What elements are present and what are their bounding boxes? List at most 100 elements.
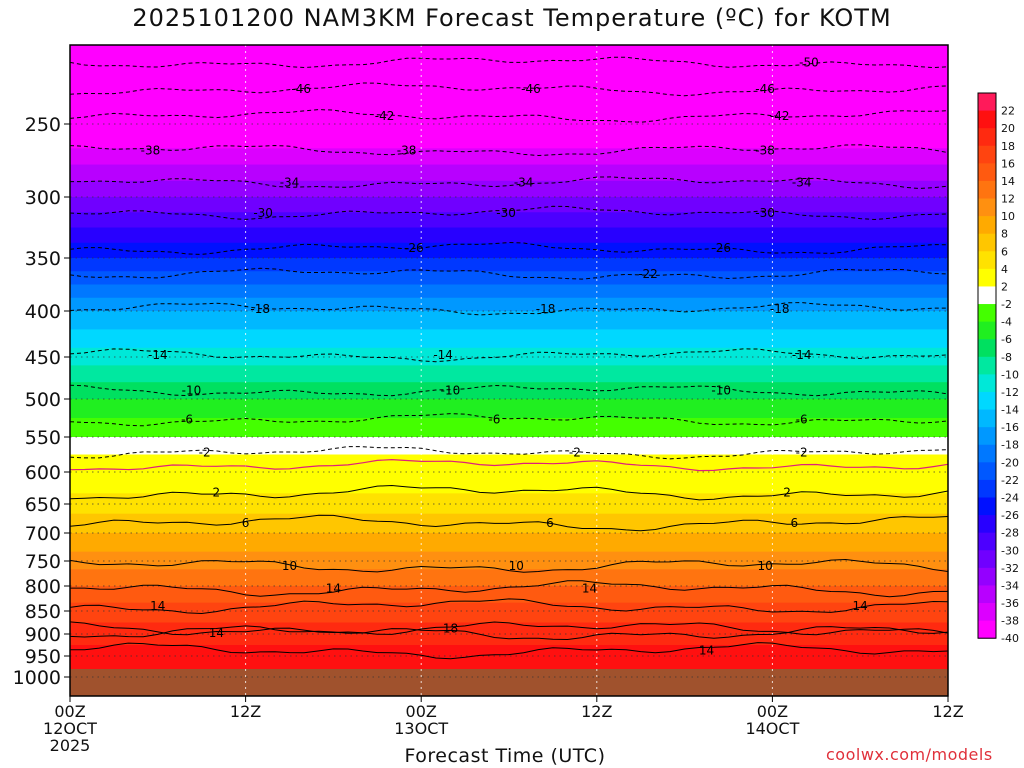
colorbar-swatch <box>978 233 996 252</box>
contour-label: -26 <box>711 241 731 255</box>
contour-label: -6 <box>181 413 193 427</box>
y-tick-label: 700 <box>25 523 61 545</box>
x-tick-label: 00Z <box>757 702 788 721</box>
y-tick-label: 400 <box>25 301 61 323</box>
colorbar-swatch <box>978 427 996 446</box>
colorbar-swatch <box>978 128 996 147</box>
y-tick-label: 350 <box>25 248 61 270</box>
colorbar-swatch <box>978 180 996 200</box>
contour-label: -2 <box>199 445 211 459</box>
colorbar-swatch <box>978 339 996 358</box>
contour-label: -2 <box>796 445 808 459</box>
contour-label: -38 <box>755 143 775 157</box>
x-tick-label: 12Z <box>581 702 612 721</box>
contour-label: -18 <box>536 302 556 316</box>
colorbar-swatch <box>978 567 996 586</box>
contour-label: -30 <box>253 206 273 220</box>
colorbar-swatch <box>978 110 996 129</box>
dashed-contour <box>70 384 948 397</box>
colorbar-swatch <box>978 585 996 604</box>
contour-label: -34 <box>792 175 812 189</box>
contour-label: 10 <box>757 559 772 573</box>
x-tick-label: 12Z <box>230 702 261 721</box>
contour-label: 14 <box>150 599 165 613</box>
colorbar-label: -34 <box>1001 579 1019 592</box>
x-tick-label: 13OCT <box>394 719 448 738</box>
x-tick-label: 00Z <box>54 702 85 721</box>
colorbar-label: 8 <box>1001 228 1008 241</box>
colorbar-label: 20 <box>1001 122 1015 135</box>
colorbar-swatch <box>978 409 996 428</box>
solid-contour <box>70 642 948 660</box>
contour-label: 14 <box>853 599 868 613</box>
contour-label: -34 <box>280 175 300 189</box>
colorbar-swatch <box>978 216 996 235</box>
colorbar-swatch <box>978 251 996 270</box>
colorbar-label: -14 <box>1001 404 1019 417</box>
x-tick-label: 00Z <box>406 702 437 721</box>
y-tick-label: 650 <box>25 494 61 516</box>
colorbar-swatch <box>978 374 996 393</box>
contour-label: 6 <box>791 516 799 530</box>
contour-label: 6 <box>242 516 250 530</box>
contour-label: 18 <box>443 621 458 635</box>
contour-label: -10 <box>711 384 731 398</box>
contour-label: -22 <box>638 267 658 281</box>
colorbar-label: -28 <box>1001 527 1019 540</box>
contour-label: -6 <box>488 413 500 427</box>
x-tick-label: 2025 <box>50 736 91 755</box>
x-axis-label: Forecast Time (UTC) <box>404 745 606 767</box>
colorbar-label: -10 <box>1001 368 1019 381</box>
contour-label: 10 <box>282 559 297 573</box>
contour-label: 14 <box>582 582 597 596</box>
contour-label: -18 <box>770 302 790 316</box>
contour-label: -42 <box>375 109 395 123</box>
colorbar-swatch <box>978 497 996 516</box>
colorbar-label: -18 <box>1001 439 1019 452</box>
y-tick-label: 300 <box>25 187 61 209</box>
contour-label: -26 <box>404 241 424 255</box>
colorbar-swatch <box>978 479 996 499</box>
colorbar-swatch <box>978 198 996 217</box>
colorbar-label: 12 <box>1001 193 1015 206</box>
colorbar-label: -2 <box>1001 298 1012 311</box>
credit-link[interactable]: coolwx.com/models <box>826 745 993 764</box>
contour-label: 2 <box>783 485 791 499</box>
colorbar-swatch <box>978 603 996 622</box>
colorbar-label: -38 <box>1001 615 1019 628</box>
y-tick-label: 500 <box>25 389 61 411</box>
colorbar-label: 22 <box>1001 105 1015 118</box>
plot-frame <box>69 44 949 697</box>
contour-label: -38 <box>141 143 161 157</box>
colorbar-label: -16 <box>1001 421 1019 434</box>
contour-label: 14 <box>699 644 714 658</box>
colorbar-swatch <box>978 462 996 481</box>
colorbar-label: 6 <box>1001 245 1008 258</box>
contour-label: -2 <box>569 445 581 459</box>
contour-label: 14 <box>209 626 224 640</box>
x-tick-label: 12Z <box>932 702 963 721</box>
y-tick-label: 550 <box>25 427 61 449</box>
contour-label: -30 <box>496 206 516 220</box>
colorbar-label: -36 <box>1001 597 1019 610</box>
ground-below-surface <box>70 669 948 696</box>
freezing-line <box>70 458 948 472</box>
solid-contour <box>70 514 948 532</box>
y-tick-label: 850 <box>25 601 61 623</box>
solid-contour <box>70 580 948 598</box>
y-tick-label: 1000 <box>13 667 61 689</box>
y-tick-label: 600 <box>25 462 61 484</box>
y-tick-label: 250 <box>25 114 61 136</box>
colorbar-swatch <box>978 550 996 569</box>
contour-label: -10 <box>182 384 202 398</box>
contour-label: 14 <box>326 582 341 596</box>
contour-label: -38 <box>397 143 417 157</box>
y-tick-label: 900 <box>25 624 61 646</box>
contour-label: -42 <box>770 109 790 123</box>
contour-label: -30 <box>755 206 775 220</box>
solid-contour <box>70 625 948 641</box>
contour-label: -14 <box>148 348 168 362</box>
y-tick-label: 950 <box>25 646 61 668</box>
y-tick-label: 450 <box>25 347 61 369</box>
colorbar-label: 14 <box>1001 175 1015 188</box>
